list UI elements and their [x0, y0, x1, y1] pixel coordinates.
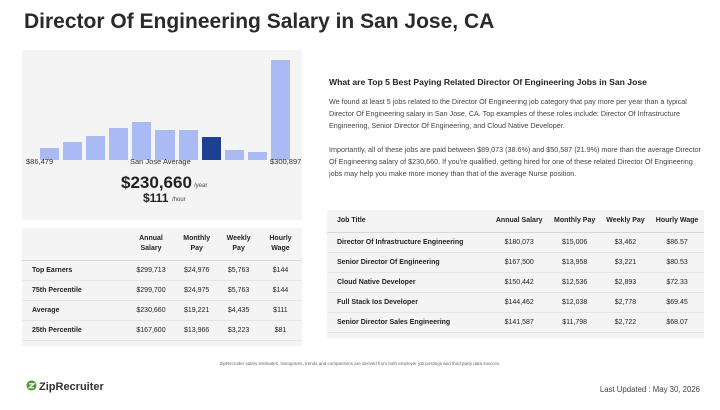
annual-salary-cell: $141,587 [490, 312, 549, 333]
weekly-pay-cell: $2,778 [600, 292, 651, 313]
histogram-bar [247, 152, 267, 160]
table-row: 75th Percentile $299,700 $24,975 $5,763 … [22, 280, 302, 301]
percentile-header-hourly: Hourly Wage [258, 228, 302, 261]
weekly-pay-cell: $3,223 [218, 320, 259, 341]
ziprecruiter-logo-icon [26, 380, 37, 391]
related-jobs-paragraph-2: Importantly, all of these jobs are paid … [329, 145, 701, 178]
percentile-header-weekly: Weekly Pay [218, 228, 259, 261]
hourly-wage-cell: $68.07 [650, 312, 704, 333]
table-row: Full Stack Ios Developer $144,462 $12,03… [327, 292, 704, 313]
jobs-header-title: Job Title [327, 210, 490, 233]
annual-unit: /year [194, 183, 208, 189]
hourly-wage-cell: $86.57 [650, 232, 704, 253]
last-updated-text: Last Updated : May 30, 2026 [599, 385, 700, 394]
job-title-cell: Director Of Infrastructure Engineering [327, 232, 490, 253]
histogram-average-label: San Jose Average [130, 157, 191, 166]
job-title-cell: Full Stack Ios Developer [327, 292, 490, 313]
table-row: Cloud Native Developer $150,442 $12,536 … [327, 272, 704, 293]
related-jobs-table: Job Title Annual Salary Monthly Pay Week… [327, 210, 704, 333]
monthly-pay-cell: $12,038 [548, 292, 601, 313]
weekly-pay-cell: $2,893 [600, 272, 651, 293]
hourly-wage-cell: $81 [258, 320, 302, 341]
percentile-header-annual: Annual Salary [127, 228, 175, 261]
percentile-label: Top Earners [22, 260, 127, 281]
salary-histogram-card: $86,479 San Jose Average $300,897 $230,6… [22, 50, 302, 220]
page-title: Director Of Engineering Salary in San Jo… [24, 10, 495, 33]
monthly-pay-cell: $13,966 [175, 320, 219, 341]
annual-salary-cell: $299,713 [127, 260, 175, 281]
histogram-max-label: $300,897 [270, 157, 302, 166]
histogram-bar [155, 130, 175, 160]
job-title-cell: Cloud Native Developer [327, 272, 490, 293]
annual-salary-cell: $299,700 [127, 280, 175, 301]
histogram-bar [201, 137, 221, 160]
related-jobs-paragraph-1: We found at least 5 jobs related to the … [329, 97, 687, 130]
table-row: Average $230,660 $19,221 $4,435 $111 [22, 300, 302, 321]
annual-salary-cell: $180,073 [490, 232, 549, 253]
weekly-pay-cell: $4,435 [218, 300, 259, 321]
histogram-bar [63, 142, 83, 160]
percentile-header-monthly: Monthly Pay [175, 228, 219, 261]
jobs-header-monthly: Monthly Pay [548, 210, 601, 233]
brand-name: ZipRecruiter [39, 381, 104, 393]
hourly-wage-cell: $80.53 [650, 252, 704, 273]
annual-salary-cell: $230,660 [127, 300, 175, 321]
percentile-table: Annual Salary Monthly Pay Weekly Pay Hou… [22, 228, 302, 341]
histogram-bar [224, 150, 244, 160]
annual-salary-cell: $167,500 [490, 252, 549, 273]
monthly-pay-cell: $24,976 [175, 260, 219, 281]
annual-salary-cell: $167,600 [127, 320, 175, 341]
histogram-bar [86, 136, 106, 160]
monthly-pay-cell: $24,975 [175, 280, 219, 301]
monthly-pay-cell: $11,798 [548, 312, 601, 333]
table-row: Senior Director Sales Engineering $141,5… [327, 312, 704, 333]
histogram-bar [132, 122, 152, 160]
ziprecruiter-logo[interactable]: ZipRecruiter [26, 380, 104, 393]
histogram-min-label: $86,479 [26, 157, 54, 166]
histogram-bar [109, 128, 129, 160]
hourly-wage-cell: $144 [258, 280, 302, 301]
monthly-pay-cell: $19,221 [175, 300, 219, 321]
related-jobs-table-card: Job Title Annual Salary Monthly Pay Week… [327, 210, 704, 338]
hourly-wage-cell: $69.45 [650, 292, 704, 313]
jobs-header-hourly: Hourly Wage [650, 210, 704, 233]
annual-salary-cell: $150,442 [490, 272, 549, 293]
table-row: Director Of Infrastructure Engineering $… [327, 232, 704, 253]
weekly-pay-cell: $3,221 [600, 252, 651, 273]
related-jobs-heading: What are Top 5 Best Paying Related Direc… [329, 77, 647, 87]
jobs-header-weekly: Weekly Pay [600, 210, 651, 233]
job-title-cell: Senior Director Sales Engineering [327, 312, 490, 333]
jobs-header-annual: Annual Salary [490, 210, 549, 233]
monthly-pay-cell: $12,536 [548, 272, 601, 293]
percentile-label: Average [22, 300, 127, 321]
weekly-pay-cell: $5,763 [218, 260, 259, 281]
annual-salary-cell: $144,462 [490, 292, 549, 313]
histogram-bar [270, 60, 290, 160]
weekly-pay-cell: $2,722 [600, 312, 651, 333]
data-source-footnote: ZipRecruiter salary estimates, histogram… [219, 361, 501, 366]
hourly-wage-cell: $72.33 [650, 272, 704, 293]
percentile-label: 25th Percentile [22, 320, 127, 341]
weekly-pay-cell: $3,462 [600, 232, 651, 253]
average-hourly-wage: $111 [143, 191, 169, 205]
table-row: 25th Percentile $167,600 $13,966 $3,223 … [22, 320, 302, 341]
average-annual-salary: $230,660 [121, 173, 192, 192]
hourly-unit: /hour [172, 197, 186, 203]
histogram-bar [40, 148, 60, 160]
job-title-cell: Senior Director Of Engineering [327, 252, 490, 273]
weekly-pay-cell: $5,763 [218, 280, 259, 301]
monthly-pay-cell: $15,006 [548, 232, 601, 253]
hourly-wage-cell: $144 [258, 260, 302, 281]
histogram-bar [178, 130, 198, 160]
table-row: Top Earners $299,713 $24,976 $5,763 $144 [22, 260, 302, 281]
monthly-pay-cell: $13,958 [548, 252, 601, 273]
hourly-wage-cell: $111 [258, 300, 302, 321]
percentile-label: 75th Percentile [22, 280, 127, 301]
table-row: Senior Director Of Engineering $167,500 … [327, 252, 704, 273]
percentile-header-label [22, 228, 127, 261]
percentile-table-card: Annual Salary Monthly Pay Weekly Pay Hou… [22, 228, 302, 346]
salary-histogram [40, 60, 290, 160]
